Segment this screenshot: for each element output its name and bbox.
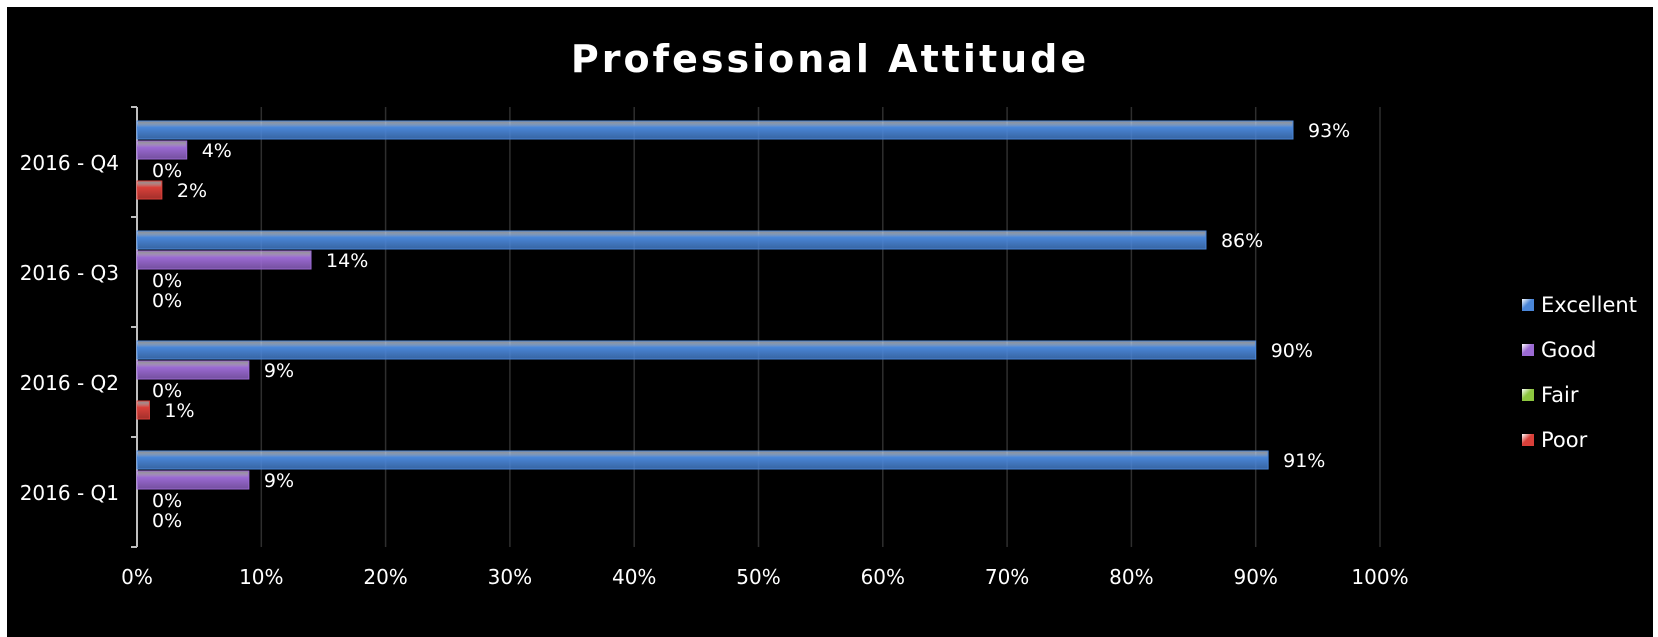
data-label: 86% [1221, 230, 1263, 252]
x-tick-label: 10% [239, 565, 283, 589]
legend-item-good: Good [1522, 327, 1637, 372]
legend-swatch [1522, 298, 1534, 311]
x-tick-label: 50% [736, 565, 780, 589]
data-label: 14% [326, 250, 368, 272]
legend-label: Good [1541, 337, 1597, 362]
data-label: 0% [152, 380, 182, 402]
x-tick-label: 20% [363, 565, 407, 589]
category-label: 2016 - Q1 [20, 481, 119, 505]
x-tick-label: 60% [861, 565, 905, 589]
bar-good [136, 140, 188, 160]
x-tick-label: 0% [121, 565, 153, 589]
chart-title: Professional Attitude [570, 37, 1090, 81]
legend-item-fair: Fair [1522, 372, 1637, 417]
chart-frame: Professional Attitude 0% 10% 20% 30% 40% 50% 6… [7, 7, 1653, 637]
bar-poor [136, 400, 150, 420]
x-tick-label: 30% [488, 565, 532, 589]
legend-label: Poor [1541, 427, 1588, 452]
legend-label: Excellent [1541, 292, 1637, 317]
data-label: 1% [164, 400, 194, 422]
x-tick-label: 90% [1233, 565, 1277, 589]
data-label: 90% [1271, 340, 1313, 362]
bar-excellent [136, 120, 1294, 140]
data-label: 4% [202, 140, 232, 162]
legend-label: Fair [1541, 382, 1579, 407]
bar-good [136, 360, 250, 380]
bar-good [136, 250, 312, 270]
data-label: 0% [152, 160, 182, 182]
data-label: 9% [264, 360, 294, 382]
data-label: 0% [152, 290, 182, 312]
x-tick-label: 40% [612, 565, 656, 589]
bar-good [136, 470, 250, 490]
bar-poor [136, 180, 163, 200]
data-label: 0% [152, 490, 182, 512]
plot-area: 0% 10% 20% 30% 40% 50% 60% 70% 80% 90% 100% 2016 - … [20, 106, 1409, 589]
bar-excellent [136, 450, 1269, 470]
data-label: 0% [152, 510, 182, 532]
data-label: 2% [177, 180, 207, 202]
data-label: 93% [1308, 120, 1350, 142]
legend-item-poor: Poor [1522, 417, 1637, 462]
legend-swatch [1522, 433, 1534, 446]
legend-swatch [1522, 388, 1534, 401]
legend-item-excellent: Excellent [1522, 282, 1637, 327]
bar-excellent [136, 230, 1207, 250]
legend: Excellent Good Fair Poor [1522, 282, 1637, 462]
data-label: 91% [1283, 450, 1325, 472]
data-label: 9% [264, 470, 294, 492]
category-label: 2016 - Q2 [20, 371, 119, 395]
x-tick-label: 80% [1109, 565, 1153, 589]
bar-excellent [136, 340, 1257, 360]
data-label: 0% [152, 270, 182, 292]
x-tick-label: 100% [1351, 565, 1408, 589]
category-label: 2016 - Q4 [20, 151, 119, 175]
x-tick-label: 70% [985, 565, 1029, 589]
category-label: 2016 - Q3 [20, 261, 119, 285]
legend-swatch [1522, 343, 1534, 356]
